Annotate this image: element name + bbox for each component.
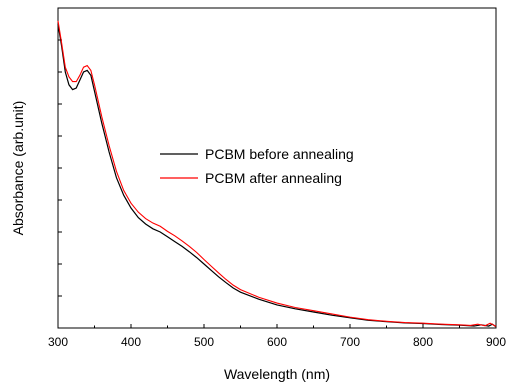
x-tick-label: 800 [413,335,433,349]
x-tick-label: 300 [48,335,68,349]
x-tick-label: 700 [340,335,360,349]
legend: PCBM before annealing PCBM after annealin… [160,146,354,186]
legend-label: PCBM after annealing [205,170,342,186]
plot-frame [57,7,497,329]
ticks-layer: 300 400 500 600 700 800 900 [48,39,506,349]
x-tick-label: 600 [267,335,287,349]
y-axis-title: Absorbance (arb.unit) [10,101,26,236]
series-layer [57,20,497,328]
x-tick-label: 900 [486,335,506,349]
x-axis-title: Wavelength (nm) [224,366,330,382]
x-tick-label: 500 [194,335,214,349]
x-tick-label: 400 [121,335,141,349]
series-line-after-annealing [57,20,497,327]
legend-label: PCBM before annealing [205,146,354,162]
